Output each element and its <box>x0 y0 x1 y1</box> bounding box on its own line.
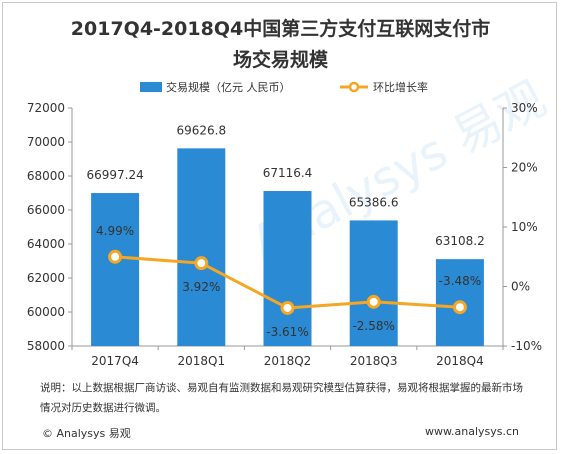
bar <box>91 193 140 346</box>
x-tick-label: 2018Q2 <box>264 354 312 368</box>
bar <box>177 148 226 346</box>
growth-value-label: -3.61% <box>266 325 308 339</box>
y-tick-label-right: -10% <box>511 339 542 353</box>
y-tick-label-left: 70000 <box>27 135 65 149</box>
source-url[interactable]: www.analysys.cn <box>425 425 519 438</box>
legend-line-label: 环比增长率 <box>373 80 428 94</box>
bar-value-label: 67116.4 <box>263 166 313 180</box>
legend-line-marker <box>348 81 360 93</box>
chart-note: 说明：以上数据根据厂商访谈、易观自有监测数据和易观研究模型估算获得，易观将根据掌… <box>40 382 523 414</box>
growth-value-label: -2.58% <box>352 319 394 333</box>
bar-value-label: 66997.24 <box>86 168 143 182</box>
y-tick-label-left: 64000 <box>27 237 65 251</box>
growth-point <box>108 249 123 264</box>
y-tick-label-left: 68000 <box>27 169 65 183</box>
source-logo: © Analysys 易观 <box>42 427 131 440</box>
bar <box>263 191 312 346</box>
y-tick-label-left: 58000 <box>27 339 65 353</box>
x-tick-label: 2017Q4 <box>91 354 139 368</box>
bar-value-label: 69626.8 <box>176 123 226 137</box>
y-tick-label-left: 60000 <box>27 305 65 319</box>
growth-point <box>280 300 295 315</box>
legend-bar-swatch <box>140 82 162 92</box>
growth-value-label: 3.92% <box>182 280 220 294</box>
bar <box>349 220 398 346</box>
legend-bar-label: 交易规模（亿元 人民币） <box>166 80 291 94</box>
growth-point <box>366 294 381 309</box>
y-tick-label-right: 20% <box>511 161 538 175</box>
growth-point <box>194 256 209 271</box>
x-tick-label: 2018Q3 <box>350 354 398 368</box>
growth-point <box>452 300 467 315</box>
growth-value-label: 4.99% <box>96 224 134 238</box>
y-tick-label-right: 0% <box>511 280 530 294</box>
y-tick-label-right: 30% <box>511 101 538 115</box>
y-tick-label-left: 62000 <box>27 271 65 285</box>
bar-value-label: 63108.2 <box>435 234 485 248</box>
y-tick-label-left: 66000 <box>27 203 65 217</box>
y-tick-label-right: 10% <box>511 220 538 234</box>
x-tick-label: 2018Q1 <box>177 354 225 368</box>
x-tick-label: 2018Q4 <box>436 354 484 368</box>
chart-title-line-2: 场交易规模 <box>232 49 328 71</box>
growth-value-label: -3.48% <box>439 274 481 288</box>
bar-value-label: 65386.6 <box>349 195 399 209</box>
y-tick-label-left: 72000 <box>27 101 65 115</box>
chart-title-line-1: 2017Q4-2018Q4中国第三方支付互联网支付市 <box>70 18 491 40</box>
